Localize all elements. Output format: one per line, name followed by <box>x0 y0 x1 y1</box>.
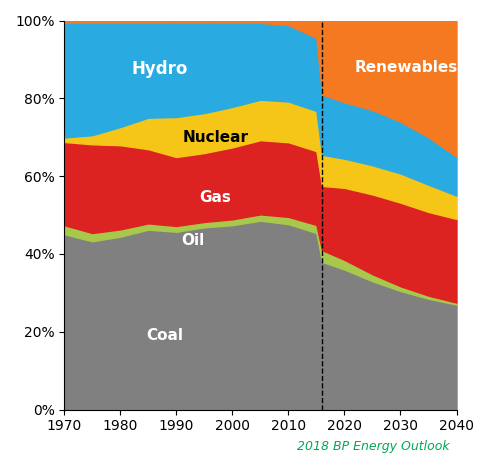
Text: Oil: Oil <box>181 233 204 248</box>
Text: Nuclear: Nuclear <box>182 130 248 145</box>
Text: 2018 BP Energy Outlook: 2018 BP Energy Outlook <box>297 440 449 453</box>
Text: Coal: Coal <box>146 328 183 343</box>
Text: Renewables: Renewables <box>354 60 457 75</box>
Text: Hydro: Hydro <box>131 60 187 78</box>
Text: Gas: Gas <box>199 190 231 205</box>
